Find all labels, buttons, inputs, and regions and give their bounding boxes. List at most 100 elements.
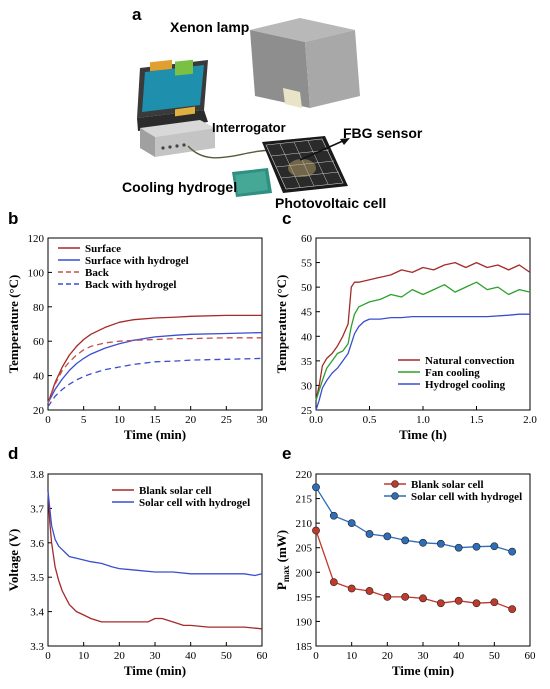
x-tick-label: 20 — [185, 414, 197, 426]
data-point — [312, 526, 320, 535]
y-tick-label: 35 — [301, 356, 313, 368]
y-tick-label: 205 — [296, 543, 313, 555]
x-tick-label: 60 — [525, 650, 537, 662]
data-point — [436, 599, 445, 608]
series-surface: Surface — [47, 243, 262, 404]
y-tick-label: 200 — [296, 567, 313, 579]
series-line — [315, 281, 531, 401]
y-tick-label: 100 — [28, 267, 45, 279]
x-tick-label: 50 — [221, 650, 233, 662]
y-tick-label: 3.5 — [30, 572, 44, 584]
panel-c-label: c — [282, 209, 291, 228]
series-line — [315, 313, 530, 411]
legend-label: Blank solar cell — [139, 485, 212, 497]
data-point — [454, 543, 463, 552]
series-line — [47, 337, 262, 404]
y-tick-label: 3.6 — [30, 538, 44, 550]
cooling-hydrogel-label: Cooling hydrogel — [122, 179, 237, 195]
y-tick-label: 45 — [301, 307, 313, 319]
y-tick-label: 190 — [296, 616, 313, 628]
legend-label: Blank solar cell — [411, 479, 484, 491]
y-tick-label: 210 — [296, 518, 313, 530]
x-tick-label: 30 — [257, 414, 269, 426]
series-blank-solar-cell: Blank solar cell — [312, 479, 517, 614]
series-blank-solar-cell: Blank solar cell — [47, 485, 263, 630]
x-tick-label: 0 — [313, 650, 319, 662]
y-axis-label: Temperature (°C) — [6, 275, 21, 374]
x-tick-label: 10 — [78, 650, 90, 662]
x-tick-label: 60 — [257, 650, 269, 662]
y-tick-label: 25 — [301, 405, 313, 417]
y-tick-label: 3.3 — [30, 641, 44, 653]
series-solar-cell-with-hydrogel: Solar cell with hydrogel — [312, 483, 522, 556]
data-point — [347, 519, 356, 528]
x-axis-label: Time (min) — [392, 663, 454, 678]
data-point — [329, 511, 338, 520]
x-tick-label: 10 — [114, 414, 126, 426]
data-point — [365, 587, 374, 595]
series-line — [47, 357, 263, 407]
data-point — [329, 578, 338, 587]
x-tick-label: 0 — [45, 414, 51, 426]
data-point — [383, 592, 392, 601]
data-point — [347, 584, 356, 593]
series-line — [47, 331, 263, 404]
data-point — [401, 592, 410, 601]
x-tick-label: 40 — [185, 650, 197, 662]
legend-label: Natural convection — [425, 355, 515, 367]
y-tick-label: 40 — [301, 331, 313, 343]
x-tick-label: 15 — [150, 414, 162, 426]
x-axis-label: Time (min) — [124, 427, 186, 442]
interrogator-icon — [140, 106, 215, 157]
cooling-hydrogel-icon — [232, 168, 272, 197]
data-point — [401, 536, 410, 545]
fbg-sensor-label: FBG sensor — [343, 125, 423, 141]
series-line — [315, 530, 513, 610]
legend-label: Solar cell with hydrogel — [139, 497, 250, 509]
y-tick-label: 3.4 — [30, 607, 44, 619]
data-point — [312, 483, 320, 492]
x-axis-label: Time (h) — [399, 427, 447, 442]
x-tick-label: 0.0 — [309, 414, 323, 426]
photovoltaic-cell-label: Photovoltaic cell — [275, 195, 386, 211]
series-hydrogel-cooling: Hydrogel cooling — [315, 313, 530, 411]
x-tick-label: 25 — [221, 414, 233, 426]
data-point — [508, 605, 517, 614]
data-point — [454, 596, 463, 605]
y-tick-label: 120 — [28, 233, 45, 245]
chart-b-temperature: 0 5 10 15 20 25 30 20 40 60 80 100 120 Time (min) Temp… — [6, 233, 268, 442]
legend-label: Surface with hydrogel — [85, 255, 189, 267]
series-back-with-hydrogel: Back with hydrogel — [47, 279, 263, 407]
panel-a-label: a — [132, 5, 142, 24]
x-tick-label: 20 — [114, 650, 126, 662]
series-line — [47, 491, 263, 577]
legend-label: Hydrogel cooling — [425, 379, 506, 391]
panel-b-label: b — [8, 209, 18, 228]
fbg-arrow — [299, 139, 346, 161]
x-tick-label: 30 — [150, 650, 162, 662]
y-axis-label: Pmax (mW) — [274, 530, 291, 590]
interrogator-label: Interrogator — [212, 120, 286, 135]
x-axis-label: Time (min) — [124, 663, 186, 678]
data-point — [508, 547, 517, 556]
data-point — [490, 598, 499, 607]
series-back: Back — [47, 267, 262, 404]
y-axis-label: Voltage (V) — [6, 529, 21, 592]
y-tick-label: 195 — [296, 592, 313, 604]
xenon-lamp-icon — [250, 18, 360, 108]
series-line — [47, 314, 262, 404]
y-tick-label: 3.8 — [30, 469, 44, 481]
data-point — [365, 530, 374, 538]
legend-marker — [391, 492, 399, 500]
data-point — [472, 599, 481, 608]
legend-label: Surface — [85, 243, 121, 255]
series-natural-convection: Natural convection — [315, 261, 531, 401]
chart-e-pmax: 0 10 20 30 40 50 60 185 190 195 200 205 210 215 220 Tim… — [274, 469, 536, 678]
y-tick-label: 50 — [301, 282, 313, 294]
data-point — [419, 538, 427, 547]
y-tick-label: 60 — [33, 336, 45, 348]
series-fan-cooling: Fan cooling — [315, 281, 531, 401]
data-point — [472, 542, 481, 551]
y-tick-label: 185 — [296, 641, 313, 653]
